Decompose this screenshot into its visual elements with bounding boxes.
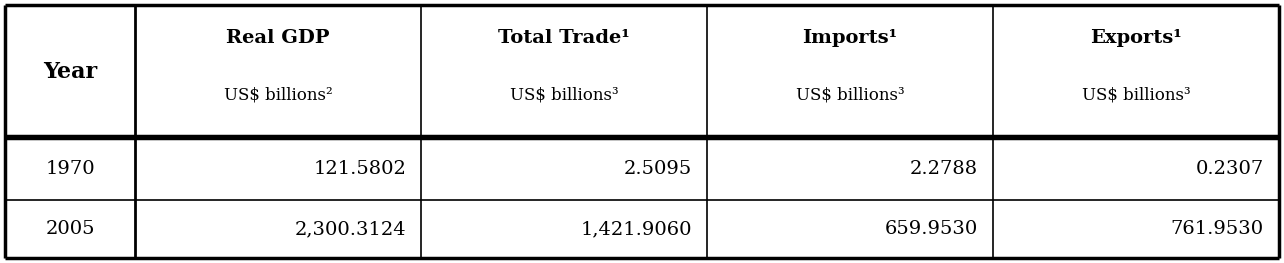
- Text: 1,421.9060: 1,421.9060: [580, 220, 692, 238]
- Text: Total Trade¹: Total Trade¹: [498, 29, 630, 47]
- Text: Exports¹: Exports¹: [1090, 29, 1181, 47]
- Text: US$ billions³: US$ billions³: [796, 87, 904, 104]
- Text: 2.2788: 2.2788: [910, 160, 978, 178]
- Text: Year: Year: [42, 60, 98, 83]
- Text: Imports¹: Imports¹: [802, 29, 898, 47]
- Text: US$ billions²: US$ billions²: [223, 87, 333, 104]
- Text: US$ billions³: US$ billions³: [1081, 87, 1190, 104]
- Text: 2.5095: 2.5095: [624, 160, 692, 178]
- Text: 2,300.3124: 2,300.3124: [294, 220, 406, 238]
- Text: Real GDP: Real GDP: [226, 29, 330, 47]
- Text: US$ billions³: US$ billions³: [510, 87, 619, 104]
- Text: 659.9530: 659.9530: [885, 220, 978, 238]
- Text: 761.9530: 761.9530: [1171, 220, 1263, 238]
- Text: 1970: 1970: [45, 160, 95, 178]
- Text: 121.5802: 121.5802: [313, 160, 406, 178]
- Text: 2005: 2005: [45, 220, 95, 238]
- Text: 0.2307: 0.2307: [1195, 160, 1263, 178]
